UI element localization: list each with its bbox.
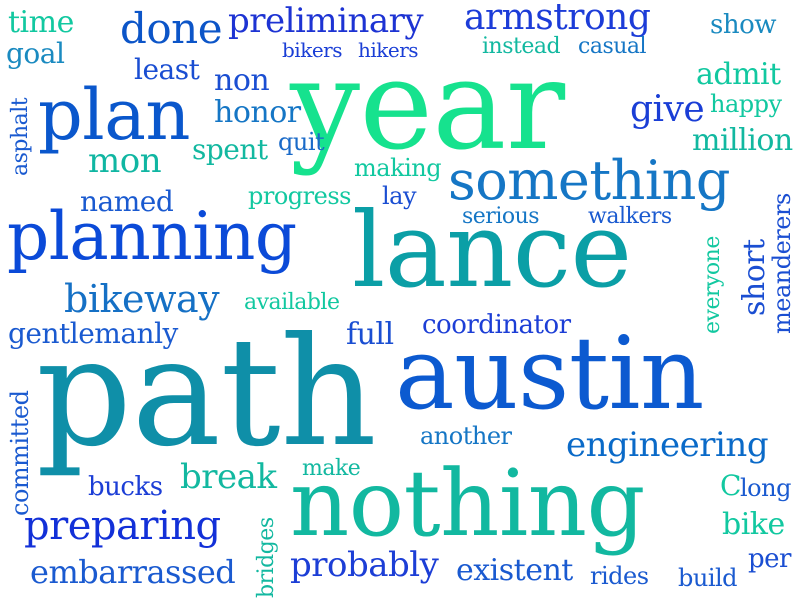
word-named: named xyxy=(80,185,174,218)
word-everyone: everyone xyxy=(700,236,725,334)
word-done: done xyxy=(120,4,223,53)
word-give: give xyxy=(630,89,705,130)
word-time: time xyxy=(8,5,74,40)
word-austin: austin xyxy=(395,315,704,432)
word-coordinator: coordinator xyxy=(422,310,571,340)
word-walkers: walkers xyxy=(588,204,672,229)
word-engineering: engineering xyxy=(566,425,769,465)
word-lay: lay xyxy=(382,182,417,210)
word-casual: casual xyxy=(578,34,647,59)
word-serious: serious xyxy=(462,204,540,229)
word-show: show xyxy=(710,10,777,40)
word-hikers: hikers xyxy=(358,38,419,62)
word-mon: mon xyxy=(88,141,162,181)
word-progress: progress xyxy=(248,182,351,210)
word-happy: happy xyxy=(710,90,782,118)
word-meanderers: meanderers xyxy=(768,193,796,334)
word-build: build xyxy=(678,564,738,592)
word-existent: existent xyxy=(456,553,573,588)
word-embarrassed: embarrassed xyxy=(30,553,236,591)
word-break: break xyxy=(180,457,277,497)
word-non: non xyxy=(214,63,270,98)
word-available: available xyxy=(244,290,340,315)
word-plan: plan xyxy=(38,74,191,156)
word-bucks: bucks xyxy=(88,472,163,502)
word-bikers: bikers xyxy=(282,38,342,62)
word-bikeway: bikeway xyxy=(64,277,220,321)
word-long: long xyxy=(740,474,791,502)
word-preliminary: preliminary xyxy=(228,1,424,41)
word-quit: quit xyxy=(278,128,325,156)
word-year: year xyxy=(290,34,565,178)
word-preparing: preparing xyxy=(24,503,221,549)
word-path: path xyxy=(36,306,377,480)
word-short: short xyxy=(737,239,772,316)
word-probably: probably xyxy=(290,545,439,585)
word-something: something xyxy=(448,149,730,212)
word-full: full xyxy=(346,317,394,352)
word-least: least xyxy=(134,53,200,86)
word-planning: planning xyxy=(7,198,297,275)
word-lance: lance xyxy=(352,189,632,311)
word-gentlemanly: gentlemanly xyxy=(8,317,178,350)
word-per: per xyxy=(748,544,791,574)
word-goal: goal xyxy=(6,37,65,70)
word-spent: spent xyxy=(192,133,268,166)
word-instead: instead xyxy=(482,34,561,59)
word-nothing: nothing xyxy=(290,450,645,557)
word-admit: admit xyxy=(696,57,781,92)
word-honor: honor xyxy=(214,95,301,130)
word-make: make xyxy=(302,456,361,481)
word-bridges: bridges xyxy=(254,517,279,598)
word-asphalt: asphalt xyxy=(8,97,33,176)
word-making: making xyxy=(354,154,442,182)
word-armstrong: armstrong xyxy=(464,0,651,38)
word-another: another xyxy=(420,422,512,450)
word-C: C xyxy=(720,469,741,502)
word-rides: rides xyxy=(590,562,649,590)
word-million: million xyxy=(692,123,793,158)
word-committed: committed xyxy=(6,390,34,516)
word-bike: bike xyxy=(722,507,785,542)
